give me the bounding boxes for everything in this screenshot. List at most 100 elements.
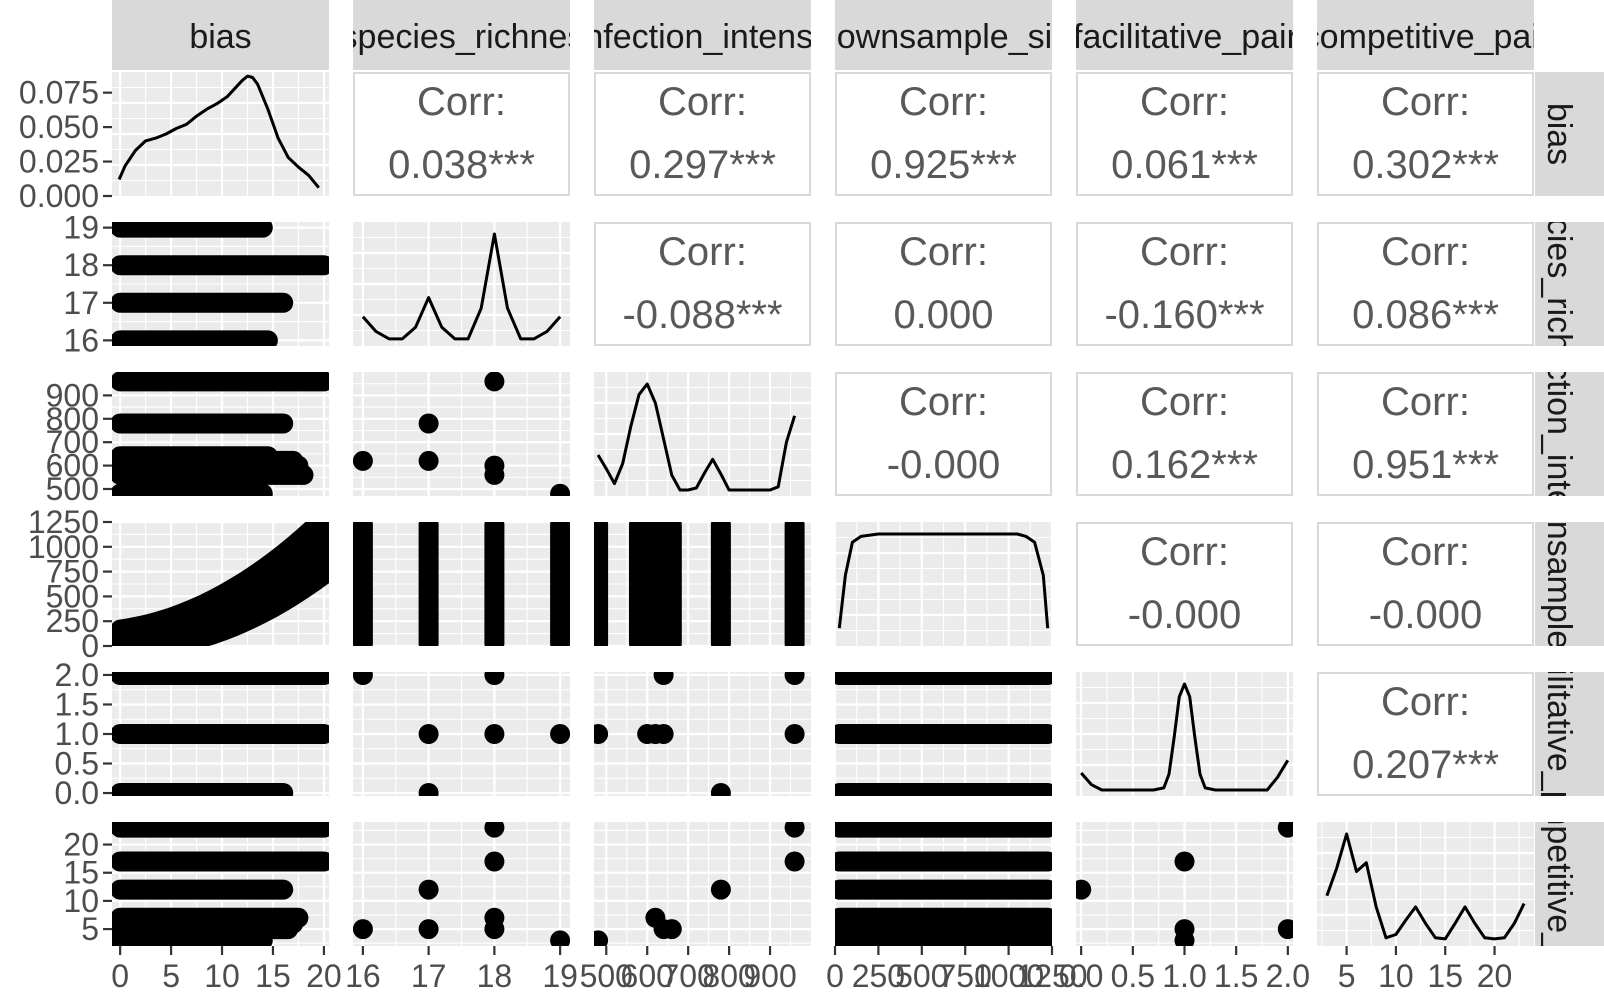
- y-tick-label: 5: [81, 911, 99, 947]
- y-axis-layer: 0.0000.0250.0500.07516171819500600700800…: [19, 75, 112, 947]
- corr-panel: Corr: 0.207***: [1317, 672, 1534, 796]
- y-tick-label: 0.075: [19, 75, 99, 111]
- x-tick-label: 0.0: [1059, 958, 1103, 994]
- panels-layer: Corr:0.038*** Corr: 0.297*** Corr: 0.925*** C…: [112, 72, 1534, 946]
- data-point: [484, 464, 505, 485]
- corr-panel: Corr: 0.038***: [353, 72, 570, 196]
- strip-label: _infection_intensity: [557, 18, 847, 56]
- scatter-panel: [835, 822, 1052, 946]
- corr-value: -0.088***: [622, 293, 782, 337]
- scatter-panel: [1076, 822, 1293, 946]
- density-curve: [117, 74, 320, 189]
- corr-panel-border: [835, 372, 1052, 496]
- y-tick-label: 500: [46, 471, 99, 507]
- corr-label: Corr:: [658, 230, 747, 274]
- corr-label: Corr:: [1381, 380, 1470, 424]
- x-tick-label: 700: [661, 958, 714, 994]
- data-point: [1174, 851, 1195, 872]
- data-point: [484, 672, 505, 685]
- corr-panel: Corr: 0.297***: [594, 72, 811, 196]
- scatter-panel: [112, 522, 329, 646]
- strip-label: _species_richness: [321, 18, 602, 56]
- corr-value: 0.000: [893, 293, 993, 337]
- strip-right: _infection_intensity: [1535, 288, 1604, 578]
- x-tick-label: 18: [477, 958, 513, 994]
- corr-panel-border: [1317, 672, 1534, 796]
- scatter-panel: [112, 222, 329, 346]
- data-cloud: [112, 522, 329, 646]
- corr-value: 0.162***: [1111, 443, 1258, 487]
- corr-panel-border: [1076, 372, 1293, 496]
- strip-right: bias: [1535, 72, 1604, 196]
- corr-panel: Corr: 0.162***: [1076, 372, 1293, 496]
- corr-value: 0.297***: [629, 143, 776, 187]
- y-tick-label: 250: [46, 603, 99, 639]
- corr-panel-border: [1076, 222, 1293, 346]
- corr-value: 0.086***: [1352, 293, 1499, 337]
- data-point: [1076, 879, 1092, 900]
- y-tick-label: 1.5: [55, 686, 99, 722]
- data-point: [418, 919, 439, 940]
- corr-label: Corr:: [658, 80, 747, 124]
- data-point: [1174, 930, 1195, 946]
- strip-right: _species_richness: [1535, 143, 1604, 424]
- corr-label: Corr:: [1381, 230, 1470, 274]
- strip-background: [1535, 372, 1604, 496]
- y-tick-label: 18: [63, 247, 99, 283]
- corr-label: Corr:: [1381, 680, 1470, 724]
- strips-layer: bias _species_richness_infection_intensit…: [112, 0, 1604, 946]
- corr-label: Corr:: [1140, 80, 1229, 124]
- x-tick-label: 1.5: [1214, 958, 1258, 994]
- x-tick-label: 15: [1427, 958, 1463, 994]
- data-point: [550, 724, 570, 744]
- strip-label: _facilitative_pairs: [1540, 603, 1578, 865]
- strip-label: _species_richness: [1540, 143, 1578, 424]
- data-point: [710, 879, 731, 900]
- y-tick-label: 1.0: [55, 716, 99, 752]
- x-tick-label: 1000: [973, 958, 1044, 994]
- strip-label: _downsample_size: [1540, 438, 1578, 728]
- strip-top: _facilitative_pairs: [1053, 0, 1315, 70]
- corr-value: 0.925***: [870, 143, 1017, 187]
- x-tick-label: 0.5: [1111, 958, 1155, 994]
- data-point: [784, 672, 805, 685]
- scatter-panel: [353, 822, 570, 946]
- data-point: [784, 822, 805, 838]
- corr-label: Corr:: [899, 230, 988, 274]
- x-tick-label: 20: [306, 958, 342, 994]
- strip-background: [353, 0, 570, 70]
- panel-background: [594, 822, 811, 946]
- corr-label: Corr:: [899, 380, 988, 424]
- density-curve: [1325, 832, 1526, 941]
- data-point: [353, 450, 373, 471]
- strip-label: _facilitative_pairs: [1053, 18, 1315, 56]
- scatter-panel: [353, 672, 570, 796]
- y-tick-label: 500: [46, 578, 99, 614]
- corr-label: Corr:: [1140, 530, 1229, 574]
- corr-panel-border: [1076, 522, 1293, 646]
- density-panel: [835, 522, 1052, 646]
- corr-panel-border: [1317, 222, 1534, 346]
- y-tick-label: 19: [63, 210, 99, 246]
- x-tick-label: 20: [1477, 958, 1513, 994]
- strip-top: _infection_intensity: [557, 0, 847, 70]
- strip-label: _infection_intensity: [1540, 288, 1578, 578]
- scatter-panel: [594, 522, 811, 646]
- y-tick-label: 17: [63, 285, 99, 321]
- strip-background: [1076, 0, 1293, 70]
- corr-panel-border: [594, 222, 811, 346]
- strip-label: _downsample_size: [798, 18, 1088, 56]
- y-tick-label: 15: [63, 855, 99, 891]
- strip-background: [1535, 672, 1604, 796]
- strip-top: _downsample_size: [798, 0, 1088, 70]
- data-point: [1277, 919, 1293, 940]
- y-tick-label: 0.025: [19, 144, 99, 180]
- data-point: [653, 672, 674, 685]
- y-tick-label: 0.0: [55, 775, 99, 811]
- data-point: [484, 372, 505, 392]
- y-tick-label: 0: [81, 628, 99, 664]
- corr-panel-border: [1076, 72, 1293, 196]
- corr-value: -0.000: [1128, 593, 1241, 637]
